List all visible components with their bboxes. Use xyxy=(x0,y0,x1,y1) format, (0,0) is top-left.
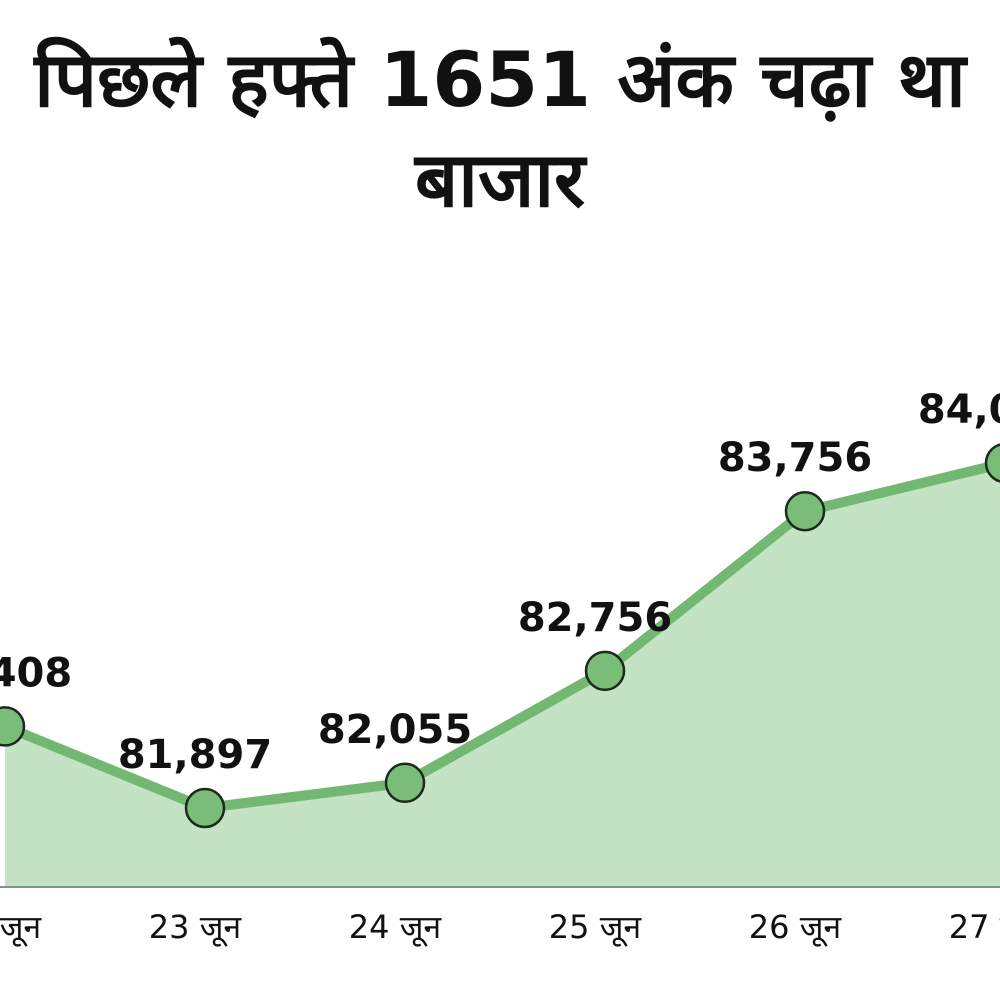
chart-title: पिछले हफ्ते 1651 अंक चढ़ा था बाजार xyxy=(34,35,966,224)
marker xyxy=(584,650,626,692)
x-tick-label: 24 जून xyxy=(349,908,443,947)
value-label: 83,756 xyxy=(718,435,872,481)
line xyxy=(3,459,1000,813)
x-tick-label: 25 जून xyxy=(549,908,643,947)
marker xyxy=(784,490,826,532)
value-label: 81,897 xyxy=(118,732,272,778)
x-tick-label: 26 जून xyxy=(749,908,843,947)
marker xyxy=(0,706,26,747)
x-tick-label: 23 जून xyxy=(149,908,243,947)
value-label: 84,058 xyxy=(918,387,1000,433)
value-label: 82,756 xyxy=(518,595,672,641)
marker xyxy=(384,762,426,804)
x-tick-label: 27 जून xyxy=(949,908,1000,947)
value-label: 82,408 xyxy=(0,650,72,696)
area xyxy=(5,464,1000,887)
value-label: 82,055 xyxy=(318,707,472,753)
marker xyxy=(184,787,226,829)
x-tick-label: 22 जून xyxy=(0,908,42,947)
marker xyxy=(984,443,1000,483)
